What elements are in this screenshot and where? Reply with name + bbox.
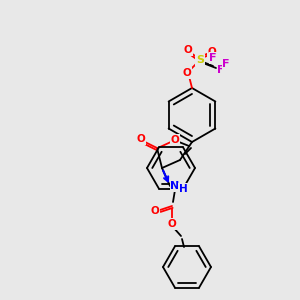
Text: F: F xyxy=(222,59,230,69)
Text: N: N xyxy=(170,181,180,191)
Text: O: O xyxy=(168,219,176,229)
Text: O: O xyxy=(151,206,159,216)
Text: O: O xyxy=(171,135,179,145)
Text: O: O xyxy=(183,68,191,78)
Text: O: O xyxy=(184,45,192,55)
Text: F: F xyxy=(209,53,217,63)
Text: F: F xyxy=(217,65,225,75)
Text: S: S xyxy=(196,55,204,65)
Text: H: H xyxy=(178,184,188,194)
Text: O: O xyxy=(136,134,146,144)
Text: O: O xyxy=(208,47,216,57)
